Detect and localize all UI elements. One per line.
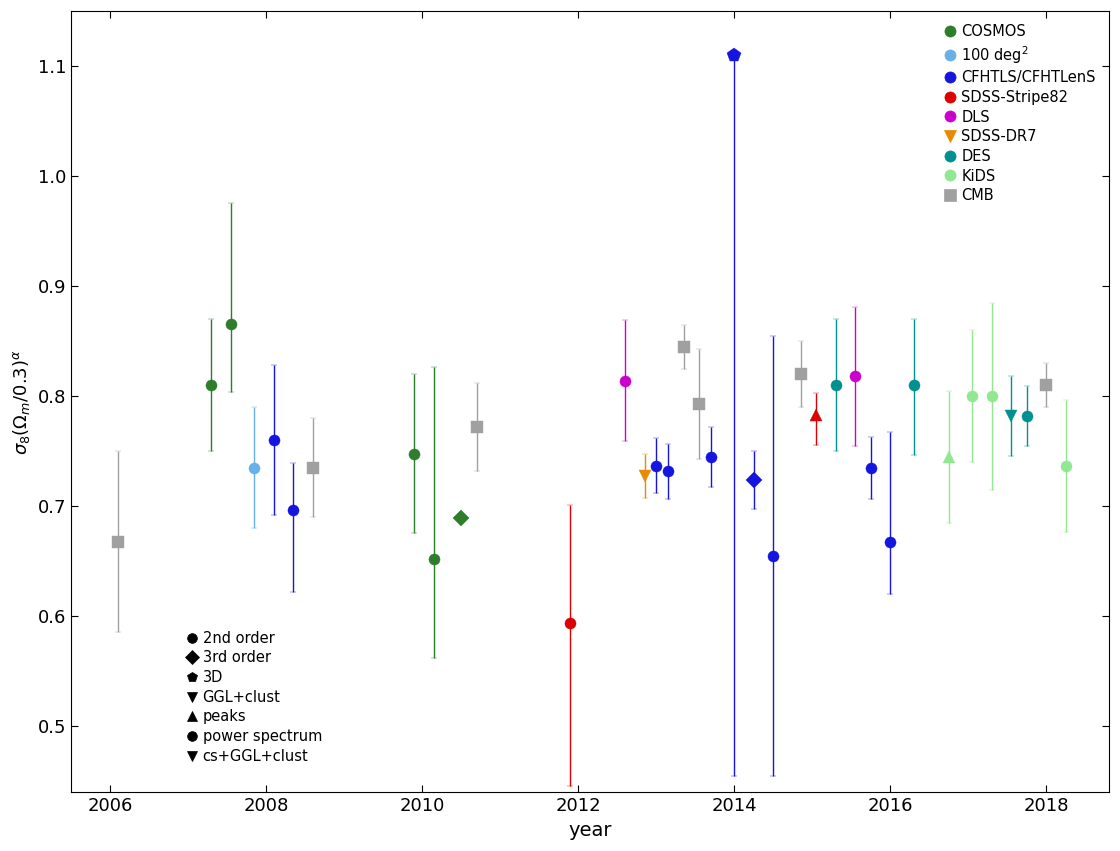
Y-axis label: $\sigma_8(\Omega_m/0.3)^\alpha$: $\sigma_8(\Omega_m/0.3)^\alpha$ (11, 349, 32, 454)
X-axis label: year: year (568, 821, 612, 840)
Legend: 2nd order, 3rd order, 3D, GGL+clust, peaks, power spectrum, cs+GGL+clust: 2nd order, 3rd order, 3D, GGL+clust, pea… (183, 625, 328, 769)
